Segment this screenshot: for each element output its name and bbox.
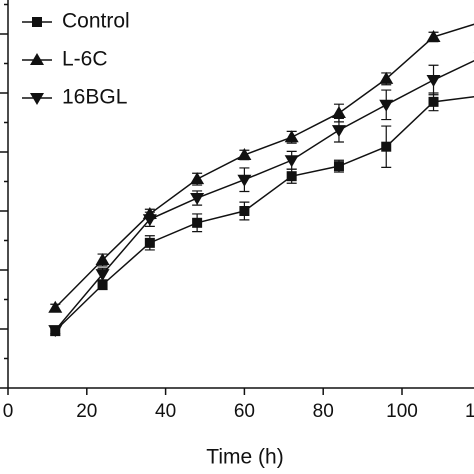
data-point: [333, 161, 344, 172]
data-point: [331, 125, 346, 138]
data-point: [190, 193, 205, 206]
data-point: [331, 106, 346, 119]
data-point: [379, 99, 394, 112]
data-point: [379, 71, 394, 84]
data-point: [284, 130, 299, 143]
legend-label: Control: [62, 10, 130, 33]
data-point: [286, 171, 297, 182]
data-point: [95, 252, 110, 265]
x-tick-label: 20: [76, 401, 97, 422]
data-point: [144, 237, 155, 248]
data-point: [48, 325, 63, 338]
legend-label: L-6C: [62, 48, 108, 71]
data-point: [426, 29, 441, 42]
x-tick-label: 0: [3, 401, 14, 422]
data-point: [237, 147, 252, 160]
data-point: [95, 269, 110, 282]
data-point: [381, 141, 392, 152]
data-point: [192, 217, 203, 228]
data-point: [190, 172, 205, 185]
data-point: [48, 300, 63, 313]
legend-marker: [30, 93, 44, 105]
data-point: [239, 206, 250, 216]
x-tick-label: 60: [234, 401, 255, 422]
x-tick-label: 40: [155, 401, 176, 422]
legend-marker: [30, 53, 44, 65]
legend-marker: [32, 17, 42, 27]
x-tick-label: 80: [313, 401, 334, 422]
x-axis-label: Time (h): [206, 446, 283, 469]
x-tick-label: 100: [386, 401, 418, 422]
data-point: [284, 155, 299, 168]
data-point: [428, 96, 439, 107]
data-point: [97, 279, 108, 290]
series-line: [54, 59, 474, 331]
series-line: [54, 96, 474, 332]
series-line: [54, 23, 474, 309]
data-point: [426, 75, 441, 88]
data-point: [237, 174, 252, 187]
x-tick-label: 120: [465, 401, 474, 422]
data-point: [142, 214, 157, 227]
legend-label: 16BGL: [62, 86, 127, 109]
